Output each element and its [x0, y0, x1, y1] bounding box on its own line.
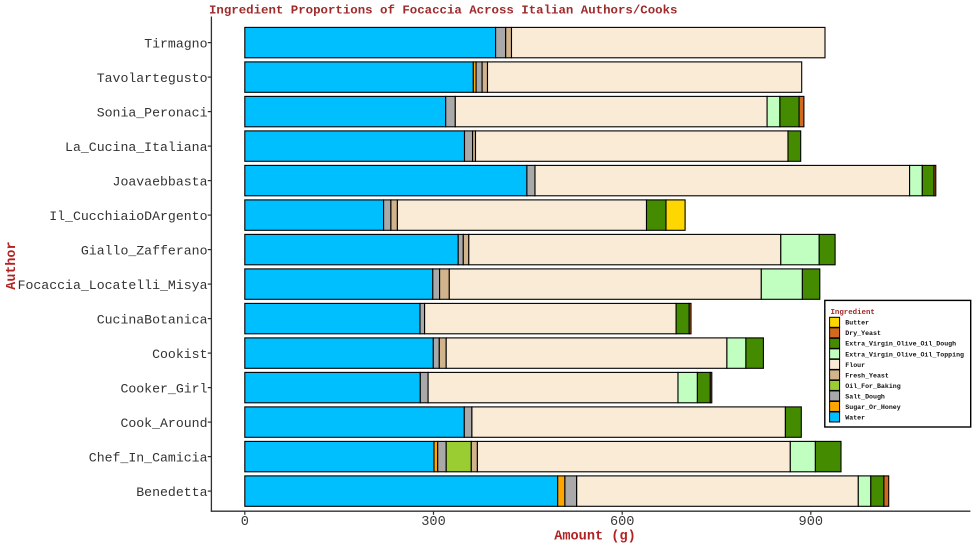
svg-text:600: 600	[610, 515, 634, 530]
svg-text:Extra_Virgin_Olive_Oil_Topping: Extra_Virgin_Olive_Oil_Topping	[845, 351, 964, 358]
svg-text:Flour: Flour	[845, 362, 865, 369]
svg-text:Focaccia_Locatelli_Misya: Focaccia_Locatelli_Misya	[18, 278, 208, 293]
svg-text:Tirmagno: Tirmagno	[144, 36, 207, 51]
svg-text:Ingredient Proportions of Foca: Ingredient Proportions of Focaccia Acros…	[209, 4, 677, 18]
svg-text:Butter: Butter	[845, 320, 869, 327]
svg-text:Il_CucchiaioDArgento: Il_CucchiaioDArgento	[49, 209, 207, 224]
svg-text:Tavolartegusto: Tavolartegusto	[97, 71, 208, 86]
svg-text:Dry_Yeast: Dry_Yeast	[845, 330, 881, 337]
svg-text:Ingredient: Ingredient	[831, 309, 875, 317]
svg-text:Sugar_Or_Honey: Sugar_Or_Honey	[845, 404, 900, 411]
svg-text:Giallo_Zafferano: Giallo_Zafferano	[81, 243, 208, 258]
svg-text:900: 900	[799, 515, 823, 530]
svg-text:Sonia_Peronaci: Sonia_Peronaci	[97, 105, 208, 120]
svg-text:Cooker_Girl: Cooker_Girl	[120, 381, 207, 396]
svg-text:La_Cucina_Italiana: La_Cucina_Italiana	[65, 140, 208, 155]
svg-text:Benedetta: Benedetta	[136, 485, 207, 500]
svg-text:Extra_Virgin_Olive_Oil_Dough: Extra_Virgin_Olive_Oil_Dough	[845, 341, 956, 348]
svg-text:Water: Water	[845, 414, 865, 421]
svg-text:Chef_In_Camicia: Chef_In_Camicia	[89, 450, 208, 465]
svg-text:Cookist: Cookist	[152, 347, 207, 362]
svg-text:Cook_Around: Cook_Around	[120, 416, 207, 431]
svg-text:300: 300	[421, 515, 445, 530]
svg-text:CucinaBotanica: CucinaBotanica	[97, 312, 208, 327]
svg-text:0: 0	[241, 515, 249, 530]
svg-text:Fresh_Yeast: Fresh_Yeast	[845, 372, 889, 379]
svg-text:Amount (g): Amount (g)	[554, 530, 636, 545]
svg-text:Joavaebbasta: Joavaebbasta	[113, 174, 208, 189]
svg-text:Oil_For_Baking: Oil_For_Baking	[845, 383, 900, 390]
svg-text:Author: Author	[5, 241, 20, 289]
svg-text:Salt_Dough: Salt_Dough	[845, 393, 885, 400]
